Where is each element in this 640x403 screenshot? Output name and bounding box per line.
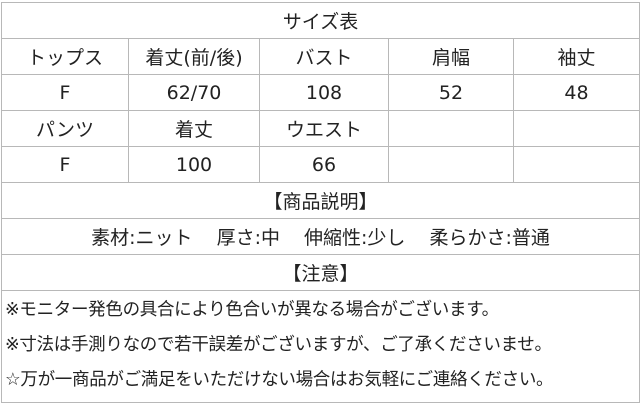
stretch: 伸縮性:少し [304, 227, 406, 249]
header-cell: 着丈(前/後) [128, 38, 260, 75]
header-cell: トップス [1, 38, 129, 75]
empty-cell [388, 146, 514, 183]
table-title: サイズ表 [0, 2, 640, 39]
empty-cell [512, 110, 640, 147]
value-cell: 100 [128, 146, 260, 183]
empty-cell [388, 110, 514, 147]
value-cell: 48 [512, 74, 640, 111]
value-cell: F [1, 146, 129, 183]
header-cell: 袖丈 [512, 38, 640, 75]
material: 素材:ニット [91, 227, 193, 249]
header-cell: ウエスト [259, 110, 389, 147]
tops-header-row: トップス 着丈(前/後) バスト 肩幅 袖丈 [1, 38, 640, 75]
empty-cell [512, 146, 640, 183]
notice-line: ☆万が一商品がご満足をいただけない場合はお気軽にご連絡ください。 [5, 370, 554, 390]
header-cell: パンツ [1, 110, 129, 147]
pants-value-row: F 100 66 [1, 146, 640, 183]
description-heading: 【商品説明】 [0, 182, 640, 219]
description-row: 素材:ニット 厚さ:中 伸縮性:少し 柔らかさ:普通 [0, 218, 640, 255]
softness: 柔らかさ:普通 [429, 227, 550, 249]
header-cell: バスト [259, 38, 389, 75]
value-cell: 52 [388, 74, 514, 111]
notice-line: ※モニター発色の具合により色合いが異なる場合がございます。 [5, 300, 499, 320]
value-cell: F [1, 74, 129, 111]
value-cell: 66 [259, 146, 389, 183]
pants-header-row: パンツ 着丈 ウエスト [1, 110, 640, 147]
tops-value-row: F 62/70 108 52 48 [1, 74, 640, 111]
header-cell: 着丈 [128, 110, 260, 147]
value-cell: 108 [259, 74, 389, 111]
thickness: 厚さ:中 [216, 227, 280, 249]
notice-line: ※寸法は手測りなので若干誤差がございますが、ご了承くださいませ。 [5, 335, 552, 355]
notice-lines: ※モニター発色の具合により色合いが異なる場合がございます。 ※寸法は手測りなので… [0, 290, 640, 403]
header-cell: 肩幅 [388, 38, 514, 75]
value-cell: 62/70 [128, 74, 260, 111]
notice-heading: 【注意】 [0, 254, 640, 291]
